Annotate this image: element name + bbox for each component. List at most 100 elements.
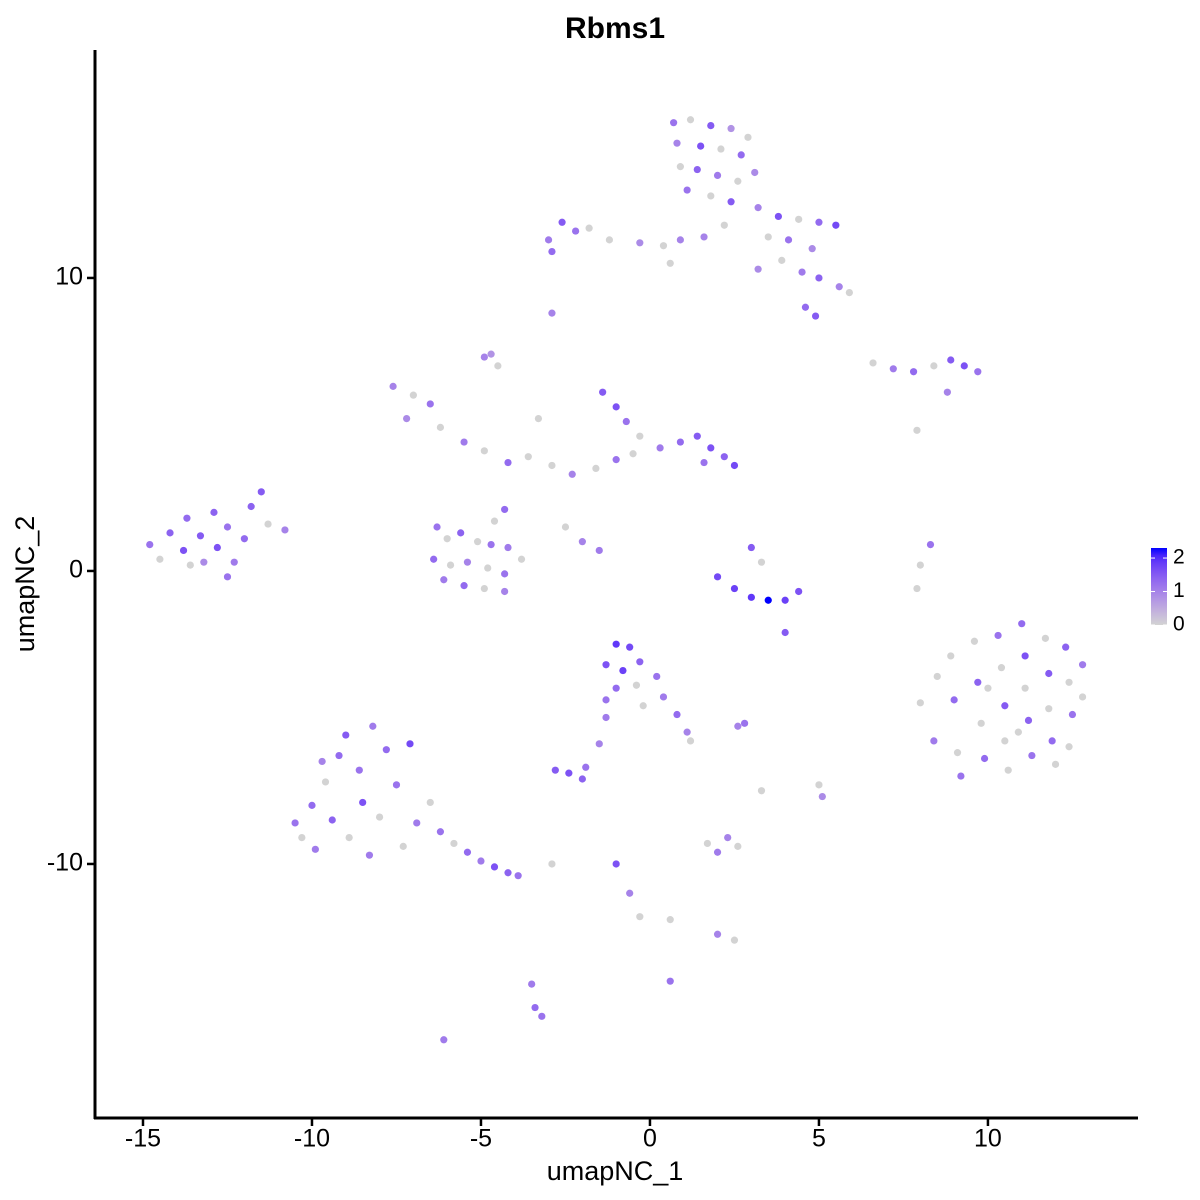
point bbox=[943, 388, 951, 396]
point bbox=[365, 851, 374, 859]
point bbox=[200, 558, 208, 566]
point bbox=[947, 356, 955, 364]
point bbox=[480, 584, 488, 593]
point bbox=[713, 848, 722, 856]
point bbox=[676, 163, 684, 171]
point bbox=[960, 362, 968, 370]
point bbox=[730, 936, 739, 944]
point bbox=[781, 596, 789, 604]
point bbox=[480, 447, 488, 455]
point bbox=[359, 798, 367, 807]
point bbox=[524, 453, 532, 461]
point bbox=[835, 283, 843, 291]
legend-tick-label: 2 bbox=[1173, 546, 1185, 569]
point bbox=[1065, 678, 1073, 686]
point bbox=[720, 453, 728, 461]
point bbox=[578, 538, 586, 546]
point bbox=[730, 461, 739, 470]
point bbox=[683, 728, 691, 736]
point bbox=[930, 362, 938, 370]
point bbox=[974, 368, 982, 376]
point bbox=[504, 869, 512, 877]
point bbox=[247, 502, 255, 511]
point bbox=[487, 350, 495, 358]
point bbox=[392, 781, 401, 789]
point bbox=[264, 520, 272, 528]
point bbox=[707, 121, 715, 130]
point bbox=[538, 1012, 546, 1020]
point bbox=[345, 833, 353, 842]
point bbox=[724, 833, 732, 842]
point bbox=[673, 710, 681, 719]
point bbox=[501, 570, 509, 578]
point bbox=[622, 417, 630, 426]
point bbox=[683, 186, 691, 194]
point bbox=[544, 236, 553, 244]
point bbox=[740, 719, 749, 727]
color-bar bbox=[1151, 548, 1167, 625]
point bbox=[764, 233, 772, 241]
point bbox=[734, 722, 742, 730]
point bbox=[430, 555, 438, 563]
point bbox=[389, 382, 397, 390]
point bbox=[754, 204, 762, 212]
point bbox=[815, 274, 823, 282]
point bbox=[1051, 760, 1060, 768]
point bbox=[440, 1036, 448, 1044]
point bbox=[548, 309, 556, 317]
point bbox=[230, 558, 238, 566]
point bbox=[629, 450, 637, 458]
point bbox=[764, 596, 772, 604]
point bbox=[1041, 634, 1049, 642]
point bbox=[832, 221, 840, 229]
point bbox=[734, 842, 742, 850]
point bbox=[436, 423, 445, 431]
point bbox=[223, 573, 232, 581]
point bbox=[734, 177, 742, 185]
point bbox=[751, 168, 759, 177]
point bbox=[572, 227, 580, 235]
point bbox=[984, 684, 992, 692]
point bbox=[707, 192, 715, 200]
point bbox=[1024, 716, 1033, 724]
point bbox=[730, 584, 739, 593]
point bbox=[477, 857, 485, 865]
point bbox=[484, 564, 492, 572]
point bbox=[1021, 652, 1029, 660]
point bbox=[426, 798, 434, 807]
point bbox=[666, 259, 674, 267]
point bbox=[980, 754, 989, 763]
point bbox=[551, 766, 559, 774]
point bbox=[1078, 693, 1087, 701]
point bbox=[1001, 737, 1009, 745]
point bbox=[240, 535, 248, 543]
point bbox=[774, 212, 782, 221]
point bbox=[473, 538, 482, 546]
point bbox=[335, 751, 343, 760]
point bbox=[1048, 737, 1056, 745]
point bbox=[747, 593, 755, 601]
point bbox=[784, 236, 793, 244]
point bbox=[548, 461, 556, 470]
point bbox=[463, 848, 472, 856]
point bbox=[490, 863, 499, 871]
point bbox=[213, 543, 221, 552]
point bbox=[869, 359, 877, 367]
point bbox=[403, 414, 411, 423]
point bbox=[889, 365, 897, 373]
point bbox=[747, 543, 755, 552]
point bbox=[1068, 710, 1077, 719]
point bbox=[308, 801, 316, 809]
point bbox=[713, 171, 722, 180]
legend-tick-label: 0 bbox=[1173, 613, 1185, 636]
point bbox=[1014, 728, 1022, 736]
point bbox=[595, 740, 603, 748]
point bbox=[375, 813, 384, 821]
point bbox=[717, 145, 725, 153]
point bbox=[298, 833, 306, 842]
point bbox=[636, 432, 644, 440]
point bbox=[582, 763, 590, 771]
point bbox=[808, 245, 816, 253]
point bbox=[815, 218, 823, 226]
point bbox=[676, 438, 684, 446]
